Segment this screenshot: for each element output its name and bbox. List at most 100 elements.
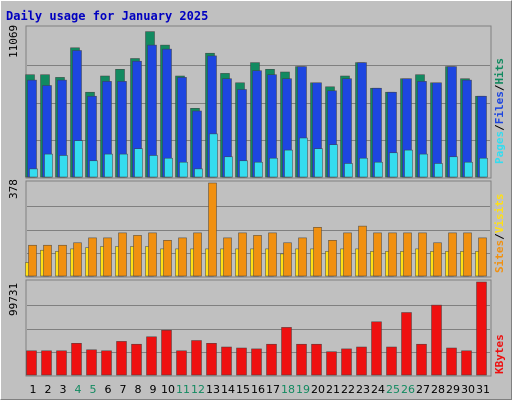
visits-bar-6 bbox=[103, 237, 112, 277]
visits-bar-3 bbox=[58, 244, 67, 277]
pages-bar-1 bbox=[29, 168, 38, 178]
pages-bar-25 bbox=[389, 152, 398, 178]
visits-bar-15 bbox=[238, 232, 247, 277]
visits-bar-20 bbox=[313, 227, 322, 277]
visits-bar-30 bbox=[463, 232, 472, 277]
chart-title: Daily usage for January 2025 bbox=[6, 9, 208, 23]
visits-bar-8 bbox=[133, 235, 142, 277]
kbytes-bar-28 bbox=[431, 304, 442, 376]
pages-bar-14 bbox=[224, 156, 233, 178]
pages-bar-27 bbox=[419, 153, 428, 178]
kbytes-max-label: 99731 bbox=[7, 283, 20, 316]
day-label-23: 23 bbox=[356, 383, 370, 396]
visits-bar-22 bbox=[343, 232, 352, 277]
kbytes-bar-31 bbox=[476, 281, 487, 376]
visits-bar-4 bbox=[73, 242, 82, 277]
pages-bar-4 bbox=[74, 140, 83, 178]
day-label-12: 12 bbox=[191, 383, 205, 396]
legend-pages: Pages bbox=[493, 131, 506, 164]
day-label-21: 21 bbox=[326, 383, 340, 396]
kbytes-bar-24 bbox=[371, 321, 382, 376]
day-label-1: 1 bbox=[30, 383, 37, 396]
kbytes-bar-7 bbox=[116, 341, 127, 376]
day-label-2: 2 bbox=[45, 383, 52, 396]
legend-kbytes: KBytes bbox=[493, 334, 506, 374]
pages-bar-9 bbox=[149, 155, 158, 178]
day-label-28: 28 bbox=[431, 383, 445, 396]
visits-bar-10 bbox=[163, 240, 172, 277]
visits-bar-2 bbox=[43, 244, 52, 277]
legend-files: Files bbox=[493, 91, 506, 124]
day-label-20: 20 bbox=[311, 383, 325, 396]
pages-bar-2 bbox=[44, 153, 53, 178]
visits-bar-13 bbox=[208, 182, 217, 277]
day-label-10: 10 bbox=[161, 383, 175, 396]
day-labels: 1 2 3 4 5 6 7 8 9 10 11 12 13 14 15 16 17 18 19 20 21 22 23 24 2… bbox=[30, 383, 491, 396]
visits-bar-29 bbox=[448, 232, 457, 277]
pages-bar-20 bbox=[314, 148, 323, 178]
visits-bar-14 bbox=[223, 237, 232, 277]
kbytes-bar-16 bbox=[251, 348, 262, 376]
kbytes-bar-5 bbox=[86, 349, 97, 376]
day-label-27: 27 bbox=[416, 383, 430, 396]
pages-bar-6 bbox=[104, 153, 113, 178]
day-label-30: 30 bbox=[461, 383, 475, 396]
kbytes-bar-17 bbox=[266, 343, 277, 376]
pages-bar-24 bbox=[374, 161, 383, 178]
day-label-8: 8 bbox=[135, 383, 142, 396]
kbytes-bar-20 bbox=[311, 343, 322, 376]
pages-bar-29 bbox=[449, 156, 458, 178]
visits-bar-28 bbox=[433, 242, 442, 277]
day-label-11: 11 bbox=[176, 383, 190, 396]
visits-bar-9 bbox=[148, 232, 157, 277]
visits-bar-26 bbox=[403, 232, 412, 277]
files-bar-1 bbox=[27, 79, 37, 178]
pages-bar-5 bbox=[89, 160, 98, 178]
kbytes-bar-8 bbox=[131, 343, 142, 376]
kbytes-bar-12 bbox=[191, 340, 202, 376]
legend-sites: Sites bbox=[493, 240, 506, 273]
pages-bar-19 bbox=[299, 137, 308, 178]
pages-bar-21 bbox=[329, 144, 338, 178]
day-label-19: 19 bbox=[296, 383, 310, 396]
pages-bar-12 bbox=[194, 168, 203, 178]
pages-bar-3 bbox=[59, 155, 68, 178]
pages-bar-11 bbox=[179, 161, 188, 178]
visits-bar-11 bbox=[178, 237, 187, 277]
day-label-22: 22 bbox=[341, 383, 355, 396]
visits-bar-27 bbox=[418, 232, 427, 277]
visits-bar-24 bbox=[373, 232, 382, 277]
pages-bar-8 bbox=[134, 148, 143, 178]
kbytes-bar-19 bbox=[296, 343, 307, 376]
visits-bar-5 bbox=[88, 237, 97, 277]
day-label-4: 4 bbox=[75, 383, 82, 396]
files-bar-12 bbox=[192, 110, 202, 178]
kbytes-bar-26 bbox=[401, 312, 412, 376]
kbytes-bar-9 bbox=[146, 336, 157, 376]
visits-bar-23 bbox=[358, 225, 367, 277]
visits-bar-25 bbox=[388, 232, 397, 277]
day-label-6: 6 bbox=[105, 383, 112, 396]
kbytes-bar-13 bbox=[206, 343, 217, 376]
visits-bar-21 bbox=[328, 240, 337, 277]
legend-hits: Hits bbox=[493, 58, 506, 85]
legend-visits: Visits bbox=[493, 194, 506, 234]
pages-bar-28 bbox=[434, 163, 443, 178]
kbytes-bar-4 bbox=[71, 343, 82, 376]
files-bar-16 bbox=[252, 70, 262, 178]
kbytes-bar-3 bbox=[56, 350, 67, 376]
pages-bar-10 bbox=[164, 157, 173, 178]
kbytes-bar-6 bbox=[101, 350, 112, 376]
day-label-3: 3 bbox=[60, 383, 67, 396]
kbytes-bar-10 bbox=[161, 329, 172, 376]
pages-bar-18 bbox=[284, 149, 293, 178]
kbytes-bar-1 bbox=[26, 350, 37, 376]
pages-bar-31 bbox=[479, 157, 488, 178]
hits-max-label: 11069 bbox=[7, 25, 20, 58]
pages-bar-30 bbox=[464, 161, 473, 178]
kbytes-bar-15 bbox=[236, 347, 247, 376]
files-bar-10 bbox=[162, 48, 172, 178]
files-bar-28 bbox=[432, 82, 442, 178]
day-label-14: 14 bbox=[221, 383, 235, 396]
